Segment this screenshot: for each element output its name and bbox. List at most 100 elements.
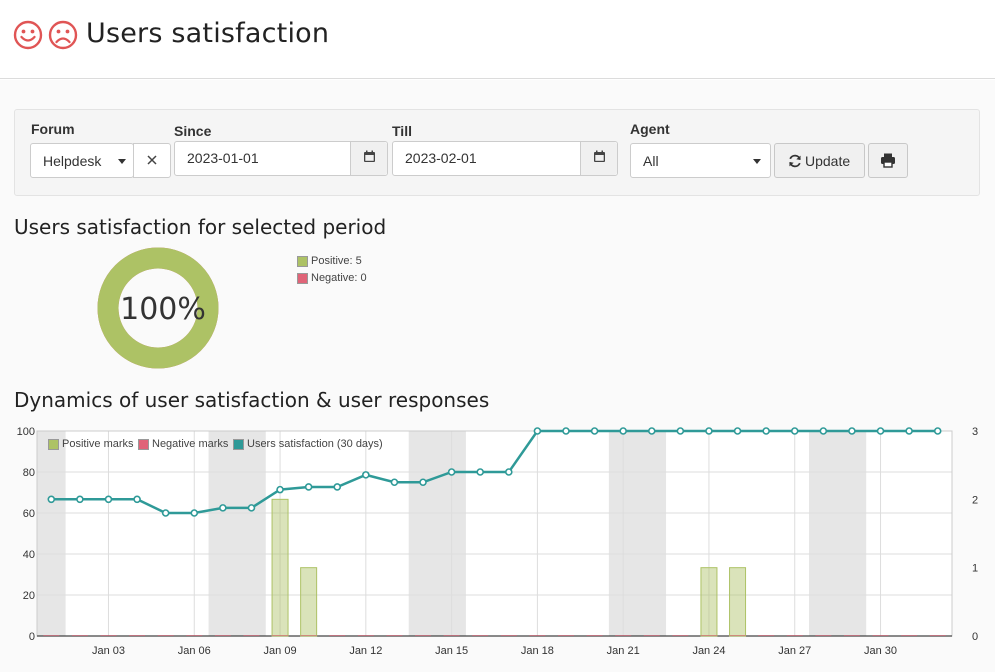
page-header: Users satisfaction <box>0 0 995 79</box>
till-date-input[interactable]: 2023-02-01 <box>392 141 618 176</box>
since-calendar-button[interactable] <box>350 142 387 175</box>
update-button-label: Update <box>805 153 851 169</box>
filters-panel: Forum Helpdesk Since 2023-01-01 Till 202… <box>14 109 980 196</box>
y-left-tick-label: 20 <box>23 590 35 602</box>
main-content: Forum Helpdesk Since 2023-01-01 Till 202… <box>0 80 995 672</box>
weekend-band <box>809 431 867 636</box>
satisfaction-point <box>819 427 828 435</box>
negative-bar <box>272 635 289 636</box>
dynamics-chart: 0 20 40 60 80 100 0 1 2 3 Jan 03 Jan 06 Jan 09 Jan 12… <box>0 424 995 672</box>
weekend-band <box>408 431 466 636</box>
refresh-icon <box>789 154 801 168</box>
negative-bar <box>329 635 346 636</box>
negative-bar <box>758 635 775 636</box>
chevron-down-icon <box>118 159 126 164</box>
satisfaction-point <box>848 427 856 435</box>
negative-bar <box>415 635 432 636</box>
negative-bar <box>214 635 231 636</box>
agent-select-value: All <box>643 153 659 169</box>
weekend-band <box>37 431 66 636</box>
satisfaction-point <box>762 427 770 435</box>
negative-bar <box>643 635 660 636</box>
y-right-tick-label: 0 <box>972 631 978 643</box>
satisfaction-point <box>447 468 456 476</box>
negative-bar <box>357 635 374 636</box>
weekend-band <box>208 431 266 636</box>
x-tick-label: Jan 27 <box>778 645 811 657</box>
dynamics-chart-svg: 0 20 40 60 80 100 0 1 2 3 Jan 03 Jan 06 Jan 09 Jan 12… <box>17 426 978 657</box>
forum-select[interactable]: Helpdesk <box>30 143 134 178</box>
satisfaction-point <box>647 427 656 435</box>
satisfaction-point <box>219 504 227 512</box>
satisfaction-point <box>47 495 56 504</box>
positive-bar <box>271 498 289 637</box>
negative-bar <box>729 635 746 636</box>
update-button[interactable]: Update <box>774 143 865 178</box>
sad-face-icon <box>48 20 78 50</box>
satisfaction-point <box>504 468 513 476</box>
negative-bar <box>100 635 117 636</box>
negative-bar <box>443 635 460 636</box>
satisfaction-point <box>362 471 370 479</box>
legend-positive-label: Positive: 5 <box>311 255 362 267</box>
since-date-input[interactable]: 2023-01-01 <box>174 141 388 176</box>
negative-bar <box>586 635 603 636</box>
happy-face-icon <box>13 20 43 50</box>
negative-bar <box>672 635 689 636</box>
negative-bar <box>815 635 832 636</box>
negative-bar <box>71 635 88 636</box>
page-title: Users satisfaction <box>86 18 330 49</box>
satisfaction-point <box>876 427 885 435</box>
positive-bar <box>729 567 747 637</box>
satisfaction-point <box>705 427 713 435</box>
negative-bar <box>615 635 632 636</box>
satisfaction-point <box>933 427 942 435</box>
satisfaction-point <box>619 427 627 435</box>
y-left-tick-label: 100 <box>17 426 35 438</box>
calendar-icon <box>594 150 605 162</box>
forum-select-value: Helpdesk <box>43 153 102 169</box>
negative-bar <box>500 635 517 636</box>
satisfaction-point <box>104 495 113 504</box>
satisfaction-point <box>76 495 84 504</box>
negative-bar <box>472 635 489 636</box>
negative-bar <box>929 635 946 636</box>
negative-bar <box>700 635 717 636</box>
negative-bar <box>872 635 889 636</box>
legend-negative-label: Negative: 0 <box>311 272 367 284</box>
print-button[interactable] <box>868 143 908 178</box>
negative-bar <box>300 635 317 636</box>
negative-bar <box>186 635 203 636</box>
y-left-tick-label: 0 <box>29 631 35 643</box>
till-date-value: 2023-02-01 <box>405 150 477 166</box>
chart-legend-satisfaction-label: Users satisfaction (30 days) <box>247 438 383 450</box>
y-left-tick-label: 60 <box>23 508 35 520</box>
chart-legend-negative-label: Negative marks <box>152 438 229 450</box>
till-label: Till <box>392 123 412 139</box>
positive-bar <box>300 567 318 637</box>
x-tick-label: Jan 09 <box>264 645 297 657</box>
satisfaction-point <box>161 509 170 517</box>
satisfaction-point <box>676 427 685 435</box>
x-tick-label: Jan 15 <box>435 645 468 657</box>
satisfaction-point <box>304 483 313 491</box>
satisfaction-point <box>590 427 599 435</box>
satisfaction-point <box>905 427 913 435</box>
close-icon <box>147 155 157 165</box>
negative-bar <box>843 635 860 636</box>
satisfaction-point <box>419 478 427 487</box>
x-tick-label: Jan 03 <box>92 645 125 657</box>
negative-bar <box>901 635 918 636</box>
satisfaction-point <box>276 485 284 494</box>
satisfaction-point <box>476 468 485 476</box>
forum-clear-button[interactable] <box>133 143 171 178</box>
since-date-value: 2023-01-01 <box>187 150 259 166</box>
satisfaction-donut: 100% <box>97 247 219 369</box>
till-calendar-button[interactable] <box>580 142 617 175</box>
satisfaction-point <box>133 495 141 504</box>
donut-percent-label: 100% <box>120 292 206 327</box>
agent-select[interactable]: All <box>630 143 771 178</box>
negative-marks-swatch <box>138 439 149 450</box>
donut-positive-arc <box>97 247 219 369</box>
positive-swatch <box>297 256 308 267</box>
